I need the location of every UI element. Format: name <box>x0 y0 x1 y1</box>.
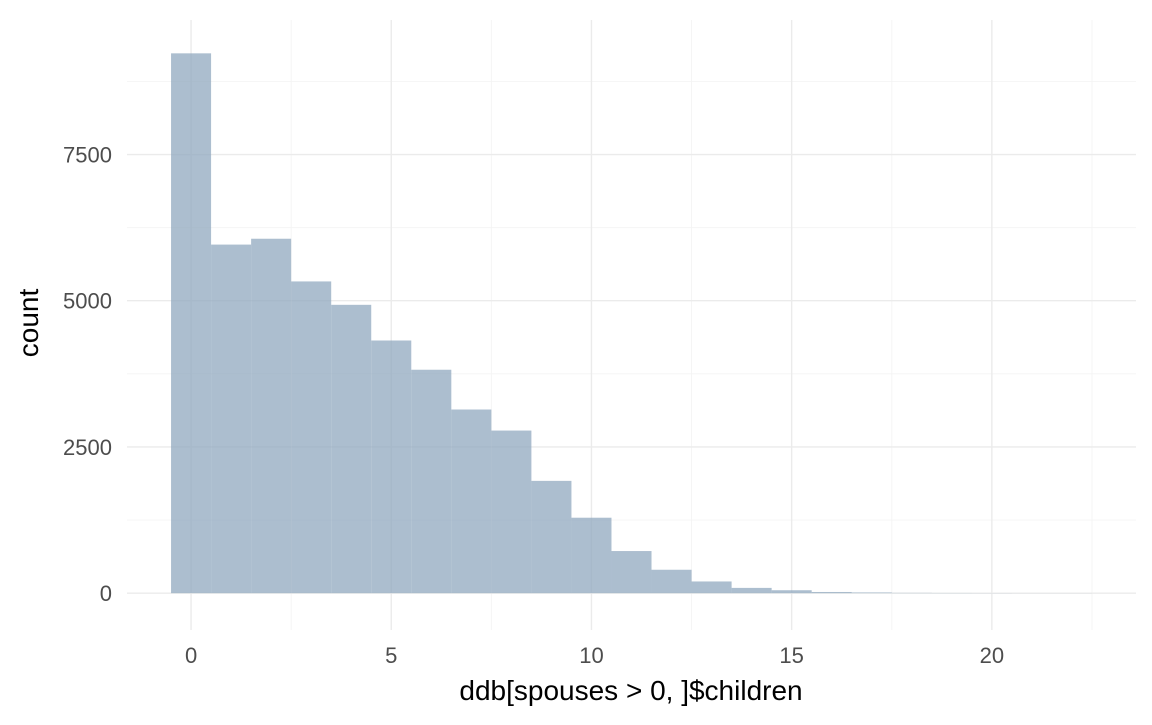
x-axis-title: ddb[spouses > 0, ]$children <box>459 675 802 706</box>
histogram-bar <box>211 245 251 594</box>
histogram-bar <box>171 53 211 593</box>
histogram-bar <box>531 481 571 593</box>
y-tick-label: 0 <box>100 581 112 606</box>
y-tick-label: 5000 <box>63 289 112 314</box>
x-tick-label: 0 <box>185 643 197 668</box>
x-axis-ticks: 0 5 10 15 20 <box>185 643 1004 668</box>
y-axis-ticks: 0 2500 5000 7500 <box>63 143 112 607</box>
histogram-bar <box>772 590 812 593</box>
histogram-bar <box>331 305 371 593</box>
histogram-bar <box>451 410 491 594</box>
histogram-bar <box>251 239 291 593</box>
histogram-bar <box>732 588 772 593</box>
y-tick-label: 7500 <box>63 143 112 168</box>
histogram-bar <box>371 340 411 593</box>
histogram-bar <box>812 592 852 593</box>
x-tick-label: 15 <box>779 643 803 668</box>
x-tick-label: 10 <box>579 643 603 668</box>
histogram-bar <box>692 581 732 593</box>
bars-layer <box>171 53 1092 593</box>
histogram-bar <box>652 570 692 593</box>
histogram-bar <box>411 370 451 593</box>
y-axis-title: count <box>13 289 44 358</box>
x-tick-label: 5 <box>385 643 397 668</box>
histogram-bar <box>571 518 611 593</box>
histogram-bar <box>491 431 531 594</box>
histogram-bar <box>852 592 892 593</box>
y-tick-label: 2500 <box>63 435 112 460</box>
histogram-bar <box>291 281 331 593</box>
histogram-bar <box>611 551 651 593</box>
x-tick-label: 20 <box>980 643 1004 668</box>
